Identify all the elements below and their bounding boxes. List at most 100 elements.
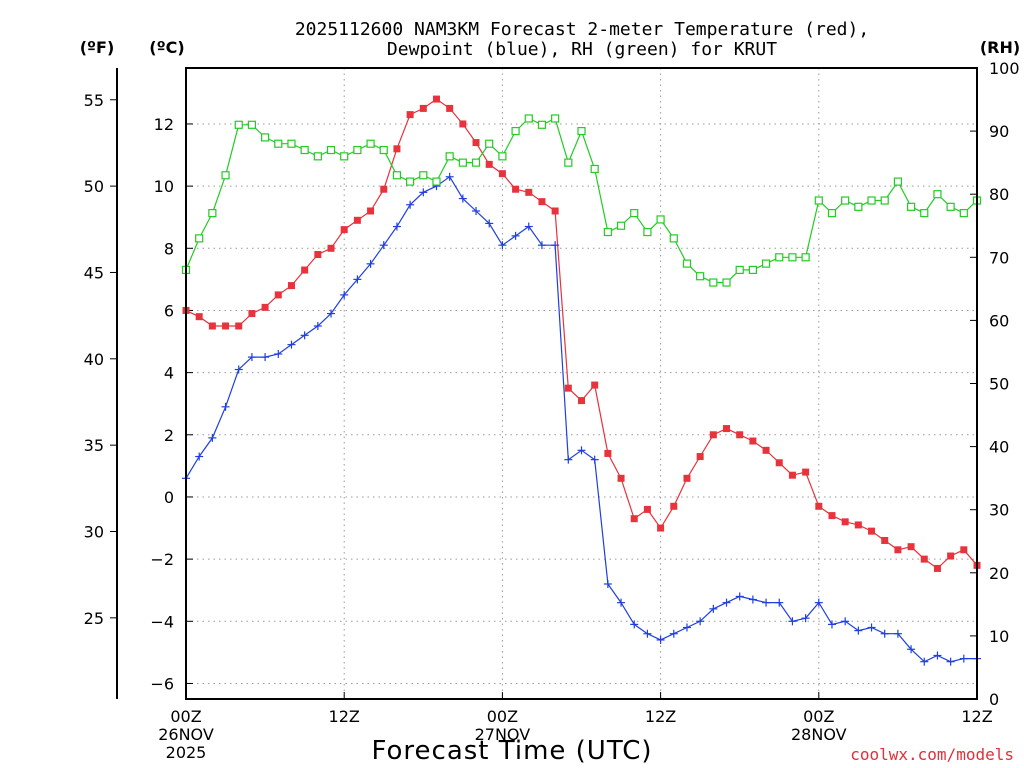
dewpoint-point [827, 620, 836, 629]
dewpoint-point [392, 222, 401, 231]
relative-humidity-point [195, 234, 204, 243]
temperature-point [446, 104, 454, 112]
relative-humidity-point [419, 171, 428, 180]
dewpoint-point [551, 241, 560, 250]
x-tick-label: 27NOV [475, 725, 531, 744]
dewpoint-point [445, 172, 454, 181]
temperature-point [657, 524, 665, 532]
relative-humidity-point [458, 158, 467, 167]
dewpoint-point [946, 657, 955, 666]
x-tick-label: 12Z [961, 707, 992, 726]
relative-humidity-point [313, 152, 322, 161]
dewpoint-point [656, 635, 665, 644]
dewpoint-point [590, 455, 599, 464]
relative-humidity-point [498, 152, 507, 161]
dewpoint-point [406, 200, 415, 209]
relative-humidity-point [603, 227, 612, 237]
temperature-point [301, 266, 309, 274]
temperature-point [327, 244, 335, 252]
temperature-point [261, 303, 269, 311]
dewpoint-point [498, 241, 507, 250]
relative-humidity-point [669, 234, 678, 243]
axes: 25 30 35 40 45 50 55 −6 −4 −2 0 2 4 6 8 10 12 0 10 20 30 40 50… [84, 59, 1020, 762]
dewpoint-point [788, 617, 797, 626]
dewpoint-point [748, 595, 757, 604]
dewpoint-point [261, 353, 270, 362]
temperature-point [525, 188, 533, 196]
relative-humidity-point [340, 152, 349, 161]
temperature-point [393, 145, 401, 153]
temperature-point [960, 546, 968, 554]
relative-humidity-point [893, 177, 903, 186]
temperature-point [498, 170, 506, 178]
temperature-point [485, 160, 493, 168]
x-tick-label: 26NOV [158, 725, 214, 744]
dewpoint-point [841, 617, 850, 626]
temperature-point [340, 226, 348, 234]
temperature-point [643, 505, 651, 513]
dewpoint-point [458, 194, 467, 203]
dewpoint-point [814, 598, 823, 607]
rh-tick-label: 40 [989, 438, 1009, 457]
dewpoint-point [287, 340, 296, 349]
relative-humidity-point [630, 209, 639, 218]
dewpoint-point [234, 365, 243, 374]
temperature-point [709, 431, 717, 439]
fahrenheit-tick-label: 55 [84, 91, 104, 110]
dewpoint-point [379, 241, 388, 250]
credit-text: coolwx.com/models [850, 745, 1014, 764]
celsius-tick-label: 6 [164, 301, 174, 320]
celsius-tick-label: 8 [164, 239, 174, 258]
fahrenheit-tick-label: 40 [84, 350, 104, 369]
relative-humidity-point [854, 202, 863, 211]
relative-humidity-point [247, 120, 257, 129]
dewpoint-point [537, 241, 546, 250]
relative-humidity-point [524, 114, 533, 123]
relative-humidity-point [933, 190, 942, 199]
dewpoint-point [933, 651, 942, 660]
relative-humidity-point [379, 145, 388, 155]
dewpoint-point [854, 626, 863, 635]
temperature-point [604, 449, 612, 457]
temperature-point [314, 251, 322, 259]
temperature-point [274, 291, 282, 299]
fahrenheit-tick-label: 30 [84, 522, 104, 541]
relative-humidity-point [959, 209, 968, 218]
relative-humidity-point [485, 139, 494, 148]
relative-humidity-point [511, 126, 520, 136]
chart-title-line1: 2025112600 NAM3KM Forecast 2-meter Tempe… [295, 19, 869, 40]
temperature-point [907, 543, 915, 551]
dewpoint-point [920, 657, 929, 666]
x-tick-label: 12Z [645, 707, 676, 726]
dewpoint-point [709, 604, 718, 613]
temperature-point [353, 216, 361, 224]
dewpoint-point [577, 446, 586, 455]
relative-humidity-point [445, 152, 454, 161]
relative-humidity-point [761, 259, 771, 268]
dewpoint-point [959, 654, 968, 663]
celsius-tick-label: −6 [150, 674, 174, 693]
dewpoint-point [524, 222, 533, 231]
relative-humidity-point [577, 126, 586, 136]
dewpoint-point [511, 231, 520, 240]
relative-humidity-point [274, 139, 283, 148]
dewpoint-point [696, 617, 705, 626]
temperature-point [815, 502, 823, 510]
relative-humidity-point [696, 272, 705, 281]
temperature-point [868, 527, 876, 535]
celsius-tick-label: −4 [150, 612, 174, 631]
dewpoint-point [300, 331, 309, 340]
dewpoint-point [366, 259, 375, 268]
dewpoint-line [185, 175, 977, 663]
dewpoint-point [327, 309, 336, 318]
temperature-point [775, 459, 783, 467]
dewpoint-point [801, 614, 810, 623]
x-tick-label: 00Z [803, 707, 834, 726]
relative-humidity-point [406, 177, 415, 186]
celsius-tick-label: −2 [150, 550, 174, 569]
temperature-point [749, 437, 757, 445]
x-tick-label: 00Z [487, 707, 518, 726]
temperature-point [419, 104, 427, 112]
temperature-point [933, 564, 941, 572]
temperature-point [367, 207, 375, 215]
